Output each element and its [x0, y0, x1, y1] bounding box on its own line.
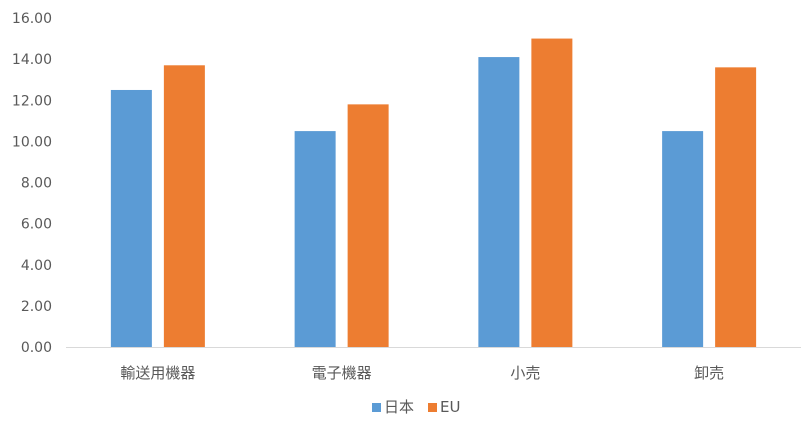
y-tick-label: 16.00	[12, 11, 52, 27]
bar-japan	[662, 131, 704, 347]
legend-label-eu: EU	[440, 398, 460, 416]
y-tick-label: 4.00	[21, 258, 52, 274]
legend-swatch-japan	[372, 403, 381, 412]
category-label: 小売	[510, 364, 540, 382]
bar-eu	[531, 38, 573, 347]
y-tick-label: 8.00	[21, 176, 52, 192]
y-axis-ticks: 0.00 2.00 4.00 6.00 8.00 10.00 12.00 14.00 16.00	[12, 11, 52, 356]
legend: 日本 EU	[372, 398, 460, 416]
bar-eu	[347, 104, 389, 347]
y-tick-label: 12.00	[12, 93, 52, 109]
y-tick-label: 2.00	[21, 299, 52, 315]
y-tick-label: 0.00	[21, 340, 52, 356]
legend-label-japan: 日本	[384, 398, 414, 416]
category-label: 輸送用機器	[120, 364, 195, 382]
category-labels: 輸送用機器 電子機器 小売 卸売	[120, 364, 724, 382]
category-label: 電子機器	[312, 364, 372, 382]
y-tick-label: 6.00	[21, 217, 52, 233]
bars	[110, 38, 757, 347]
bar-japan	[110, 89, 152, 347]
y-tick-label: 14.00	[12, 52, 52, 68]
bar-japan	[294, 131, 336, 347]
y-tick-label: 10.00	[12, 134, 52, 150]
legend-swatch-eu	[428, 403, 437, 412]
bar-eu	[715, 67, 757, 347]
bar-eu	[163, 65, 205, 347]
category-label: 卸売	[694, 364, 724, 382]
bar-japan	[478, 57, 520, 347]
